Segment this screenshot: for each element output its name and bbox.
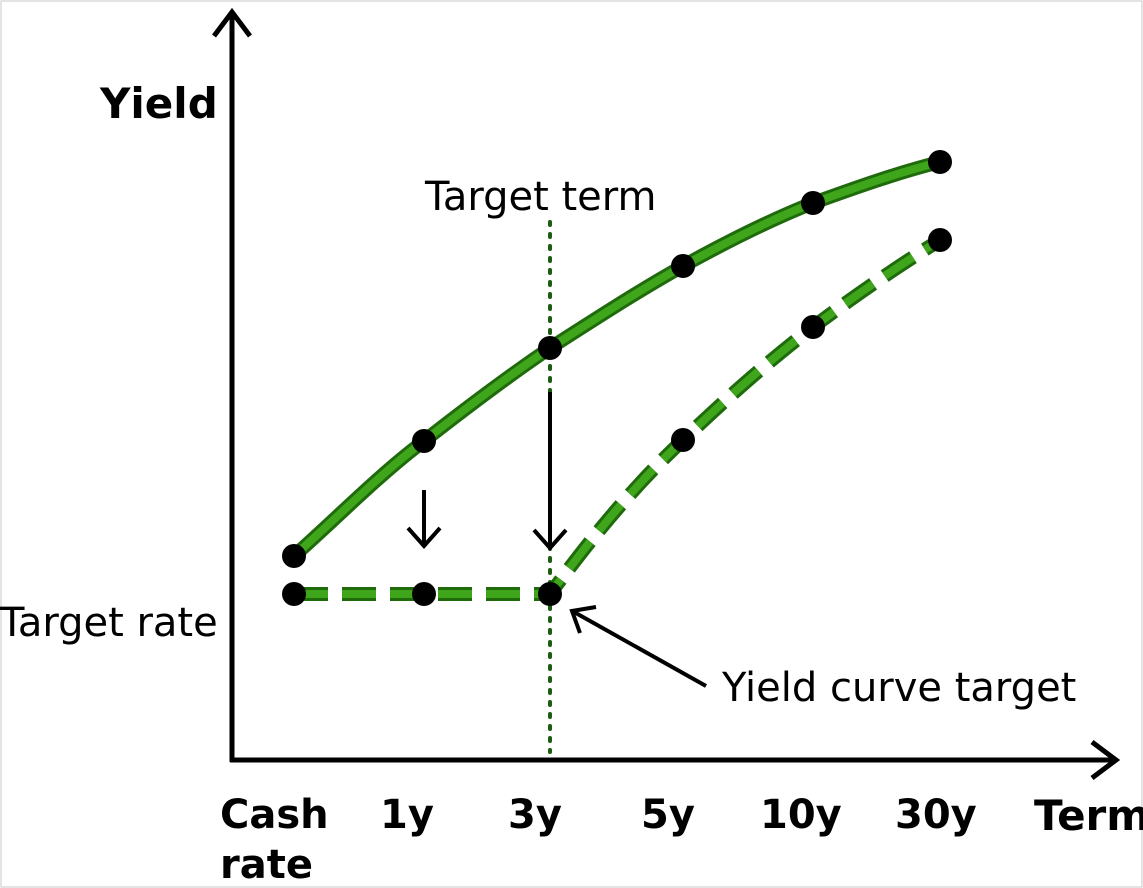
point-lower-cash — [282, 582, 306, 606]
point-lower-1y — [412, 582, 436, 606]
curve-points — [282, 150, 952, 606]
x-axis-arrowhead — [1090, 740, 1121, 780]
tick-1y: 1y — [380, 792, 434, 838]
x-axis-label: Term — [1034, 791, 1143, 840]
target-term-label: Target term — [424, 174, 656, 220]
arrow-3y-head — [532, 528, 568, 552]
point-upper-1y — [412, 429, 436, 453]
target-curve-line — [294, 236, 943, 598]
target-pointer-shaft — [573, 610, 707, 688]
y-axis-arrowhead — [212, 7, 252, 38]
tick-cash: Cash — [220, 792, 329, 838]
tick-rate: rate — [220, 842, 313, 888]
point-upper-10y — [801, 191, 825, 215]
point-lower-5y — [671, 428, 695, 452]
point-lower-30y — [928, 228, 952, 252]
point-lower-3y — [538, 582, 562, 606]
x-tick-labels: Cash rate 1y 3y 5y 10y 30y — [220, 792, 977, 888]
tick-3y: 3y — [508, 792, 562, 838]
axes — [212, 7, 1121, 780]
tick-10y: 10y — [760, 792, 842, 838]
y-axis-label: Yield — [99, 79, 218, 128]
arrow-1y-head — [406, 526, 442, 550]
target-pointer-arrow — [569, 605, 707, 688]
target-pointer-head — [569, 605, 597, 634]
point-lower-10y — [801, 315, 825, 339]
point-upper-3y — [538, 336, 562, 360]
current-curve-outline — [287, 155, 947, 563]
tick-5y: 5y — [641, 792, 695, 838]
target-curve-outline — [294, 234, 944, 601]
target-yield-curve — [294, 234, 944, 601]
point-upper-5y — [671, 254, 695, 278]
target-rate-label: Target rate — [0, 600, 218, 646]
point-upper-30y — [928, 150, 952, 174]
current-curve-line — [290, 158, 944, 560]
tick-30y: 30y — [895, 792, 977, 838]
current-yield-curve — [287, 155, 947, 563]
shift-arrows — [406, 392, 568, 552]
point-upper-cash — [282, 544, 306, 568]
yield-curve-target-label: Yield curve target — [721, 665, 1076, 711]
